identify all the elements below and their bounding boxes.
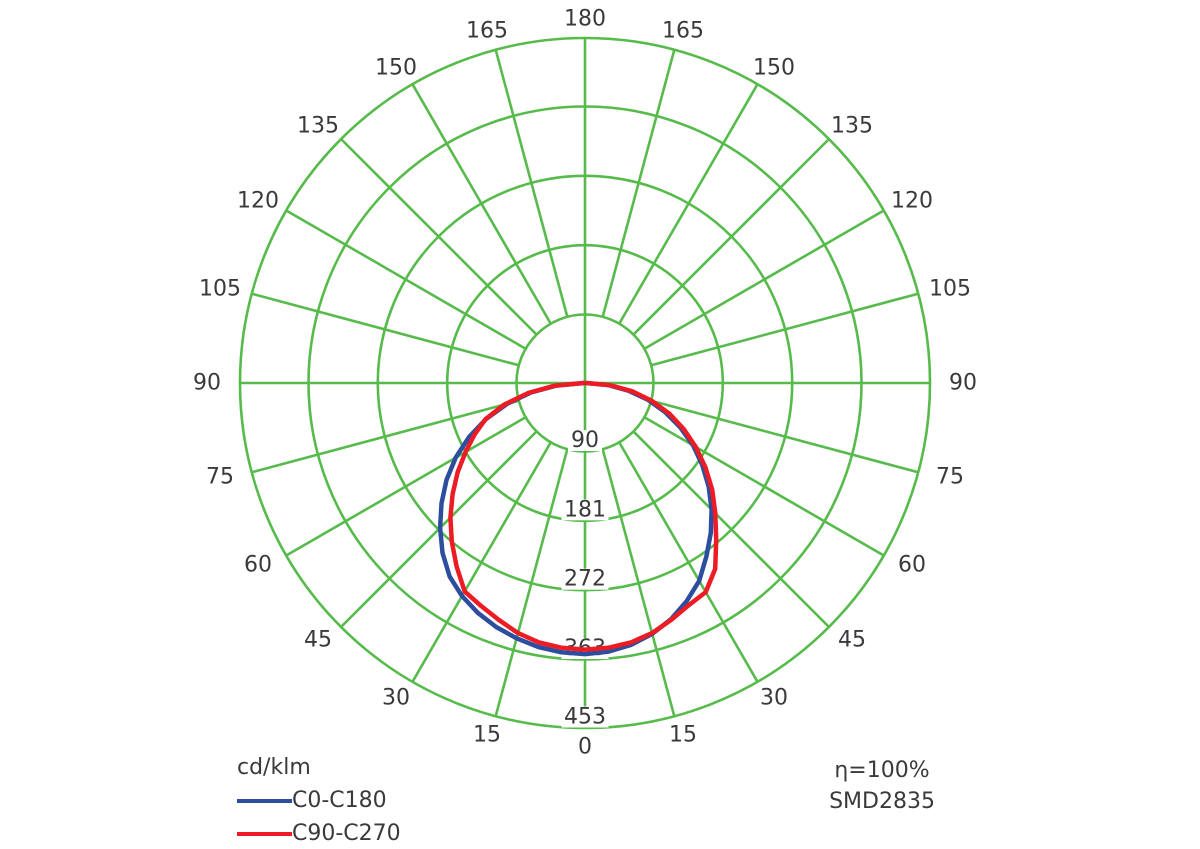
angle-tick-label: 60 <box>244 553 272 578</box>
radial-label-bg <box>561 499 609 521</box>
angle-tick-label: 150 <box>375 56 417 81</box>
curve-c90-c270 <box>448 380 719 652</box>
angle-tick-label: 165 <box>466 19 508 44</box>
legend-item-c0-c180: C0-C180 <box>237 788 401 814</box>
angle-tick-label: 105 <box>929 277 971 302</box>
angle-tick-label: 45 <box>838 628 866 653</box>
angle-tick-label: 30 <box>382 686 410 711</box>
radial-label-bg <box>561 706 609 728</box>
angle-tick-label: 0 <box>578 735 592 760</box>
grid-spoke <box>340 138 538 336</box>
grid-spoke <box>601 448 676 717</box>
grid-spoke <box>251 399 520 474</box>
radial-tick-label: 272 <box>564 567 606 592</box>
angle-tick-label: 15 <box>669 723 697 748</box>
legend: cd/klm C0-C180 C90-C270 <box>237 755 401 847</box>
radial-label-bg <box>561 568 609 590</box>
angle-tick-label: 105 <box>199 277 241 302</box>
grid-spoke <box>411 83 552 325</box>
grid-spoke <box>618 83 759 325</box>
angle-tick-label: 180 <box>564 7 606 32</box>
grid-spoke <box>251 292 520 367</box>
radial-tick-label: 453 <box>564 705 606 730</box>
angle-tick-label: 75 <box>206 465 234 490</box>
radial-tick-label: 181 <box>564 497 606 522</box>
grid-spoke <box>632 430 830 628</box>
angle-tick-label: 120 <box>237 189 279 214</box>
grid-spoke <box>632 138 830 336</box>
radial-tick-label: 90 <box>571 428 599 453</box>
angle-tick-label: 165 <box>662 19 704 44</box>
grid-spoke <box>643 416 885 557</box>
grid-spoke <box>285 416 527 557</box>
angle-tick-label: 135 <box>297 114 339 139</box>
grid-spoke <box>411 441 552 683</box>
legend-unit-label: cd/klm <box>237 755 311 780</box>
angle-tick-label: 90 <box>949 371 977 396</box>
grid-spoke <box>643 209 885 350</box>
axis-labels: 0 15 15 30 30 45 45 60 60 75 75 90 90 105 105 120 120 135… <box>193 7 977 760</box>
angle-tick-label: 45 <box>304 628 332 653</box>
angle-tick-label: 30 <box>760 686 788 711</box>
angle-tick-label: 75 <box>936 465 964 490</box>
grid-spoke <box>285 209 527 350</box>
angle-tick-label: 135 <box>831 114 873 139</box>
efficiency-text: η=100% <box>834 758 930 783</box>
polar-grid <box>238 36 932 730</box>
legend-label-c0-c180: C0-C180 <box>292 788 387 813</box>
curves <box>437 380 719 657</box>
angle-tick-label: 60 <box>898 553 926 578</box>
legend-item-c90-c270: C90-C270 <box>237 821 401 847</box>
angle-tick-label: 150 <box>753 56 795 81</box>
angle-tick-label: 90 <box>193 371 221 396</box>
legend-line-c90-c270-swatch <box>237 832 292 836</box>
angle-tick-label: 15 <box>473 723 501 748</box>
grid-spoke <box>650 292 919 367</box>
legend-line-c0-c180-swatch <box>237 799 292 803</box>
chip-type-text: SMD2835 <box>829 789 935 814</box>
grid-spoke <box>618 441 759 683</box>
grid-spoke <box>494 448 569 717</box>
grid-spoke <box>650 399 919 474</box>
radial-label-bg <box>568 430 602 451</box>
angle-tick-label: 120 <box>891 189 933 214</box>
grid-spoke <box>601 49 676 318</box>
grid-spoke <box>494 49 569 318</box>
legend-label-c90-c270: C90-C270 <box>292 821 401 846</box>
annotation-block: η=100% SMD2835 <box>826 755 938 817</box>
